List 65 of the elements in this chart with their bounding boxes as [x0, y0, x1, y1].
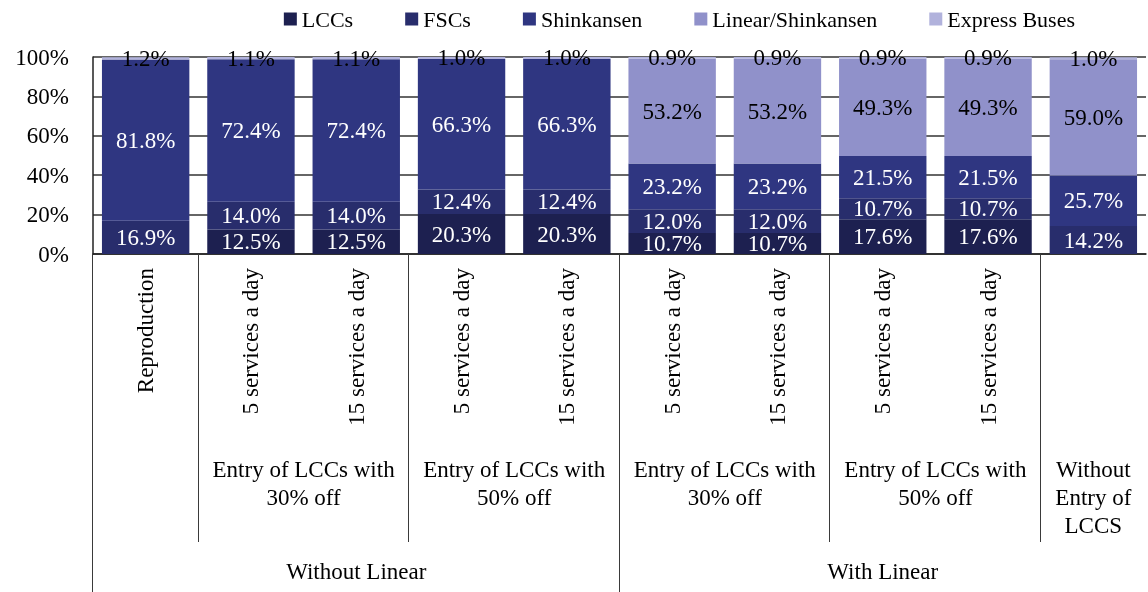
y-tick-label: 0% — [38, 241, 69, 267]
y-tick-label: 80% — [26, 83, 69, 109]
data-label: 17.6% — [958, 224, 1018, 250]
bar — [944, 219, 1032, 254]
data-label: 25.7% — [1063, 188, 1124, 214]
text: Entry of LCCs with 50% off — [843, 456, 1028, 512]
text: Without Linear — [285, 558, 428, 586]
data-label: 21.5% — [958, 164, 1018, 190]
legend-label: Shinkansen — [540, 6, 643, 32]
x-tick-label: 15 services a day — [764, 267, 790, 426]
data-label: 1.0% — [1069, 45, 1118, 71]
x-tick-label: 15 services a day — [343, 267, 369, 426]
data-label: 53.2% — [642, 98, 702, 124]
bar — [1049, 175, 1138, 227]
data-label: 16.9% — [115, 224, 176, 250]
x-tick-label: 15 services a day — [554, 267, 580, 426]
data-label: 0.9% — [858, 45, 907, 71]
data-label: 14.0% — [326, 203, 386, 229]
data-label: 23.2% — [747, 173, 808, 199]
data-label: 0.9% — [648, 45, 697, 71]
x-tick-label: 5 services a day — [870, 267, 896, 415]
x-tick-label: Reproduction — [133, 267, 159, 394]
data-label: 17.6% — [853, 224, 913, 250]
legend-label: LCCs — [301, 6, 354, 32]
x-tick-label: 5 services a day — [449, 267, 475, 415]
x-tick-label: 5 services a day — [659, 267, 685, 415]
bar — [944, 155, 1032, 199]
data-label: 12.5% — [221, 229, 281, 255]
data-label: 23.2% — [642, 173, 702, 199]
text: Entry of LCCs with 30% off — [632, 456, 817, 512]
data-label: 66.3% — [537, 111, 597, 137]
data-label: 12.4% — [537, 189, 597, 215]
text: Without Entry of LCCS — [1054, 456, 1133, 540]
data-label: 14.2% — [1063, 227, 1124, 253]
y-tick-label: 40% — [26, 162, 69, 188]
data-label: 10.7% — [958, 196, 1018, 222]
data-label: 12.5% — [326, 229, 386, 255]
text: Entry of LCCs with 30% off — [211, 456, 396, 512]
data-label: 21.5% — [853, 164, 913, 190]
data-label: 0.9% — [964, 45, 1013, 71]
bar — [628, 163, 716, 210]
legend-label: Express Buses — [947, 6, 1075, 32]
data-label: 10.7% — [853, 196, 913, 222]
data-label: 14.0% — [221, 203, 281, 229]
x-tick-label: 15 services a day — [975, 267, 1001, 426]
data-label: 53.2% — [747, 98, 808, 124]
data-label: 12.4% — [431, 189, 492, 215]
data-label: 81.8% — [115, 127, 176, 153]
legend-label: Linear/Shinkansen — [712, 6, 878, 32]
x-tick-label: 5 services a day — [238, 267, 264, 415]
data-label: 20.3% — [537, 221, 597, 247]
data-label: 66.3% — [431, 111, 492, 137]
text: With Linear — [826, 558, 940, 586]
y-tick-label: 60% — [26, 123, 69, 149]
data-label: 0.9% — [753, 45, 802, 71]
text: Entry of LCCs with 50% off — [422, 456, 607, 512]
data-label: 59.0% — [1063, 104, 1124, 130]
data-label: 49.3% — [958, 94, 1018, 120]
data-label: 49.3% — [853, 94, 913, 120]
data-label: 20.3% — [431, 221, 492, 247]
y-tick-label: 100% — [15, 44, 69, 70]
data-label: 72.4% — [326, 117, 386, 143]
data-label: 72.4% — [221, 117, 281, 143]
legend-label: FSCs — [423, 6, 471, 32]
y-tick-label: 20% — [26, 202, 69, 228]
